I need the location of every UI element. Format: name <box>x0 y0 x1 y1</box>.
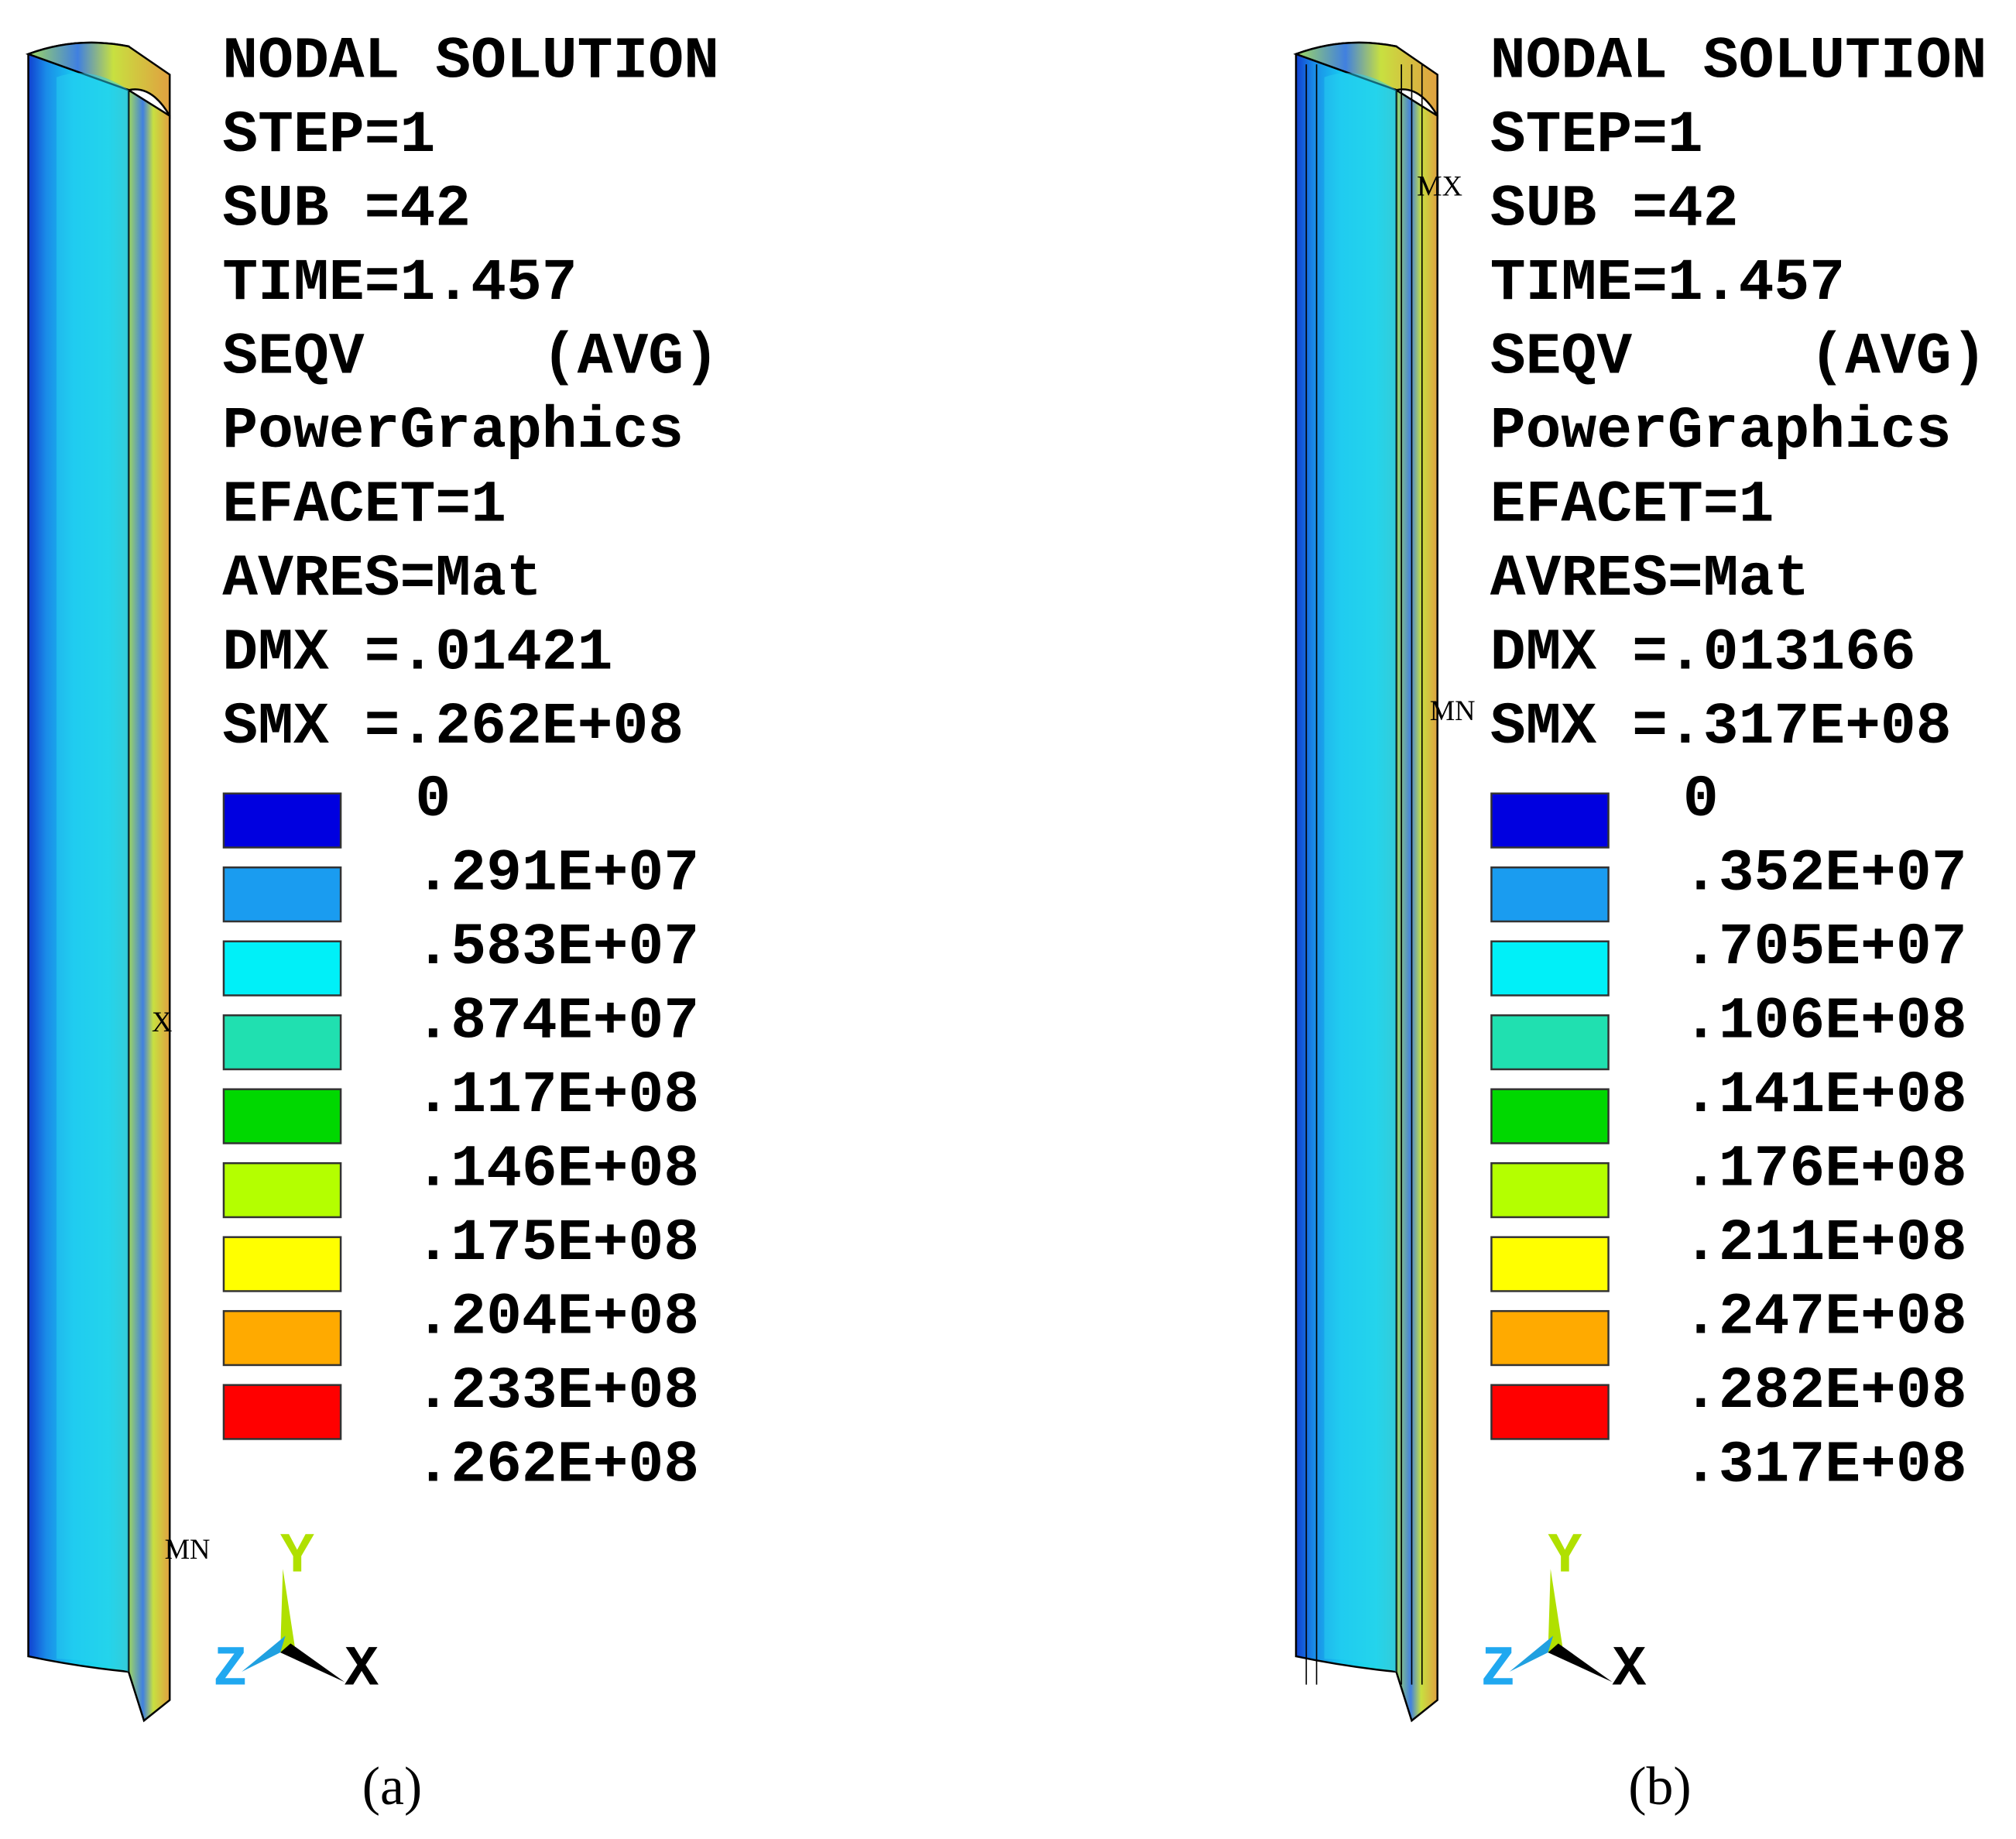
extreme-marker: X <box>152 1006 172 1038</box>
header-line: PowerGraphics <box>1490 397 1952 465</box>
legend-label: .146E+08 <box>415 1135 699 1203</box>
caption: (a) <box>362 1757 422 1817</box>
legend-label: .583E+07 <box>415 914 699 981</box>
legend-swatch <box>1490 1088 1610 1144</box>
extreme-marker: MX <box>1417 170 1462 202</box>
triad-y <box>1548 1569 1564 1653</box>
legend-label: .705E+07 <box>1683 914 1967 981</box>
header-line: STEP=1 <box>1490 101 1703 169</box>
legend-swatch <box>222 792 342 849</box>
triad-x <box>280 1643 345 1683</box>
cylinder-inner <box>1324 73 1397 1673</box>
header-line: AVRES=Mat <box>1490 545 1810 612</box>
legend-label: .141E+08 <box>1683 1062 1967 1129</box>
legend-label: .291E+07 <box>415 839 699 907</box>
legend-swatch <box>222 1014 342 1071</box>
legend-swatch <box>222 940 342 997</box>
legend-label: .874E+07 <box>415 987 699 1055</box>
legend-label: .175E+08 <box>415 1209 699 1277</box>
cylinder-inner <box>57 73 129 1673</box>
legend-label: .233E+08 <box>415 1357 699 1425</box>
legend-swatch <box>222 1236 342 1292</box>
triad-z <box>1509 1635 1554 1673</box>
legend-swatch <box>1490 1384 1610 1440</box>
legend-label: .176E+08 <box>1683 1135 1967 1203</box>
legend-swatch <box>1490 940 1610 997</box>
legend-swatch <box>222 866 342 923</box>
legend-label: .106E+08 <box>1683 987 1967 1055</box>
triad-label: Y <box>1548 1524 1582 1588</box>
legend-label: .204E+08 <box>415 1283 699 1350</box>
legend-swatch <box>222 1088 342 1144</box>
legend-label: 0 <box>1683 766 1719 833</box>
caption: (b) <box>1628 1757 1691 1817</box>
triad-label: X <box>1613 1638 1647 1702</box>
header-line: SEQV (AVG) <box>1490 324 1987 391</box>
header-line: PowerGraphics <box>222 397 684 465</box>
header-line: TIME=1.457 <box>222 249 577 317</box>
triad-label: Y <box>280 1524 314 1588</box>
legend-label: .317E+08 <box>1683 1431 1967 1498</box>
legend-swatch <box>222 1384 342 1440</box>
legend-swatch <box>222 1309 342 1367</box>
legend-swatch <box>1490 1236 1610 1292</box>
legend-label: 0 <box>415 766 451 833</box>
header-line: EFACET=1 <box>1490 472 1774 539</box>
header-line: EFACET=1 <box>222 472 506 539</box>
legend-label: .117E+08 <box>415 1062 699 1129</box>
legend-swatch <box>1490 1014 1610 1071</box>
legend-swatch <box>1490 1161 1610 1219</box>
legend-swatch <box>1490 866 1610 923</box>
legend-label: .247E+08 <box>1683 1283 1967 1350</box>
triad-z <box>242 1635 286 1673</box>
header-line: SUB =42 <box>1490 176 1739 243</box>
legend-swatch <box>1490 1309 1610 1367</box>
triad-y <box>280 1569 296 1653</box>
header-line: AVRES=Mat <box>222 545 542 612</box>
legend-label: .262E+08 <box>415 1431 699 1498</box>
legend-label: .211E+08 <box>1683 1209 1967 1277</box>
header-line: SEQV (AVG) <box>222 324 719 391</box>
header-line: DMX =.01421 <box>222 619 612 687</box>
header-line: NODAL SOLUTION <box>222 28 719 95</box>
header-line: SMX =.262E+08 <box>222 693 684 760</box>
legend-label: .282E+08 <box>1683 1357 1967 1425</box>
extreme-marker: MN <box>1430 695 1476 726</box>
extreme-marker: MN <box>165 1533 211 1565</box>
header-line: TIME=1.457 <box>1490 249 1845 317</box>
header-line: DMX =.013166 <box>1490 619 1916 687</box>
legend-label: .352E+07 <box>1683 839 1967 907</box>
legend-swatch <box>1490 792 1610 849</box>
triad-x <box>1548 1643 1613 1683</box>
legend-swatch <box>222 1161 342 1219</box>
triad-label: Z <box>214 1638 248 1702</box>
triad-label: X <box>345 1638 379 1702</box>
header-line: SUB =42 <box>222 176 471 243</box>
header-line: SMX =.317E+08 <box>1490 693 1952 760</box>
cylinder-cut <box>127 88 171 1723</box>
cylinder-cut <box>1395 88 1438 1723</box>
header-line: NODAL SOLUTION <box>1490 28 1987 95</box>
triad-label: Z <box>1481 1638 1515 1702</box>
header-line: STEP=1 <box>222 101 435 169</box>
